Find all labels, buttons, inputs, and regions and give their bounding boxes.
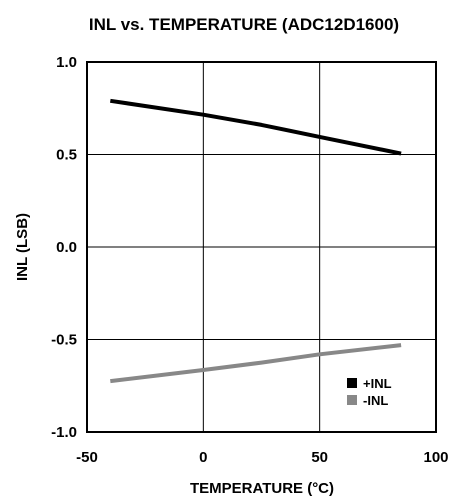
legend-label: -INL bbox=[363, 393, 388, 408]
y-tick-label: 0.0 bbox=[56, 239, 77, 256]
series-layer bbox=[110, 98, 402, 384]
legend-label: +INL bbox=[363, 376, 392, 391]
series-line-minus-inl bbox=[110, 343, 402, 384]
y-tick-label: 1.0 bbox=[56, 54, 77, 71]
x-axis-label: TEMPERATURE (°C) bbox=[190, 480, 334, 497]
x-tick-label: 50 bbox=[311, 449, 328, 466]
y-tick-label: 0.5 bbox=[56, 147, 77, 164]
y-tick-label: -0.5 bbox=[51, 332, 77, 349]
plot-frame bbox=[86, 61, 437, 433]
y-axis-label: INL (LSB) bbox=[14, 213, 31, 281]
chart-title: INL vs. TEMPERATURE (ADC12D1600) bbox=[89, 15, 399, 34]
x-tick-label: 100 bbox=[423, 449, 448, 466]
y-tick-label: -1.0 bbox=[51, 424, 77, 441]
legend-swatch bbox=[347, 378, 357, 388]
legend-swatch bbox=[347, 395, 357, 405]
series-line-plus-inl bbox=[110, 98, 402, 156]
legend: +INL -INL bbox=[347, 376, 392, 408]
x-tick-label: 0 bbox=[199, 449, 207, 466]
x-tick-label: -50 bbox=[76, 449, 98, 466]
tick-labels: -50 0 50 100 -1.0 -0.5 0.0 0.5 1.0 bbox=[51, 54, 448, 466]
